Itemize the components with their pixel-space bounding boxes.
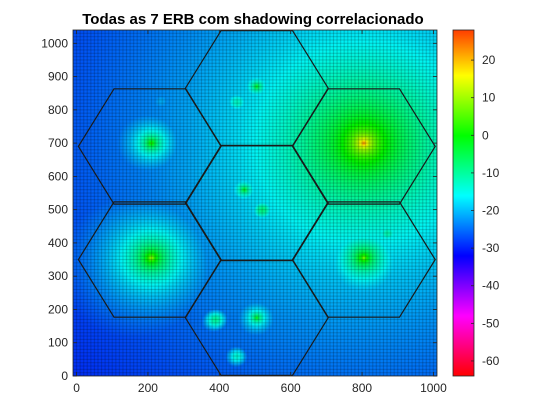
colorbar-tick-label: -20 bbox=[482, 204, 500, 218]
cell-hexagon-7 bbox=[184, 259, 329, 376]
plot-area bbox=[72, 29, 438, 377]
y-tick-label: 500 bbox=[48, 203, 68, 217]
colorbar-tick-label: -30 bbox=[482, 241, 500, 255]
x-tick-label: 0 bbox=[73, 381, 80, 395]
heatmap-raster bbox=[73, 30, 437, 376]
x-axis: 0 200 400 600 800 1000 bbox=[73, 30, 447, 395]
colorbar-tick-label: -10 bbox=[482, 166, 500, 180]
x-tick-label: 1000 bbox=[420, 381, 447, 395]
x-tick-label: 800 bbox=[352, 381, 372, 395]
colorbar-frame bbox=[452, 29, 475, 377]
x-tick-label: 200 bbox=[138, 381, 158, 395]
y-tick-label: 900 bbox=[48, 70, 68, 84]
y-tick-label: 700 bbox=[48, 136, 68, 150]
y-tick-label: 400 bbox=[48, 236, 68, 250]
colorbar-tick-label: 10 bbox=[482, 91, 496, 105]
colorbar-tick-label: -50 bbox=[482, 316, 500, 330]
y-tick-label: 0 bbox=[61, 369, 68, 383]
colorbar-tick-label: -60 bbox=[482, 354, 500, 368]
chart-title: Todas as 7 ERB com shadowing correlacion… bbox=[82, 11, 423, 28]
colorbar-tick-label: -40 bbox=[482, 279, 500, 293]
x-tick-label: 400 bbox=[209, 381, 229, 395]
y-tick-label: 800 bbox=[48, 103, 68, 117]
colorbar: 20 10 0 -10 -20 -30 -40 -50 -60 bbox=[452, 29, 500, 377]
y-tick-label: 200 bbox=[48, 302, 68, 316]
y-tick-label: 300 bbox=[48, 269, 68, 283]
x-tick-label: 600 bbox=[281, 381, 301, 395]
y-tick-label: 100 bbox=[48, 336, 68, 350]
colorbar-tick-label: 20 bbox=[482, 53, 496, 67]
y-tick-label: 1000 bbox=[41, 36, 68, 50]
y-tick-label: 600 bbox=[48, 169, 68, 183]
plot-frame bbox=[72, 29, 438, 377]
y-axis: 0 100 200 300 400 500 600 700 800 900 1000 bbox=[41, 36, 437, 383]
colorbar-gradient bbox=[453, 30, 474, 376]
colorbar-tick-label: 0 bbox=[482, 128, 489, 142]
